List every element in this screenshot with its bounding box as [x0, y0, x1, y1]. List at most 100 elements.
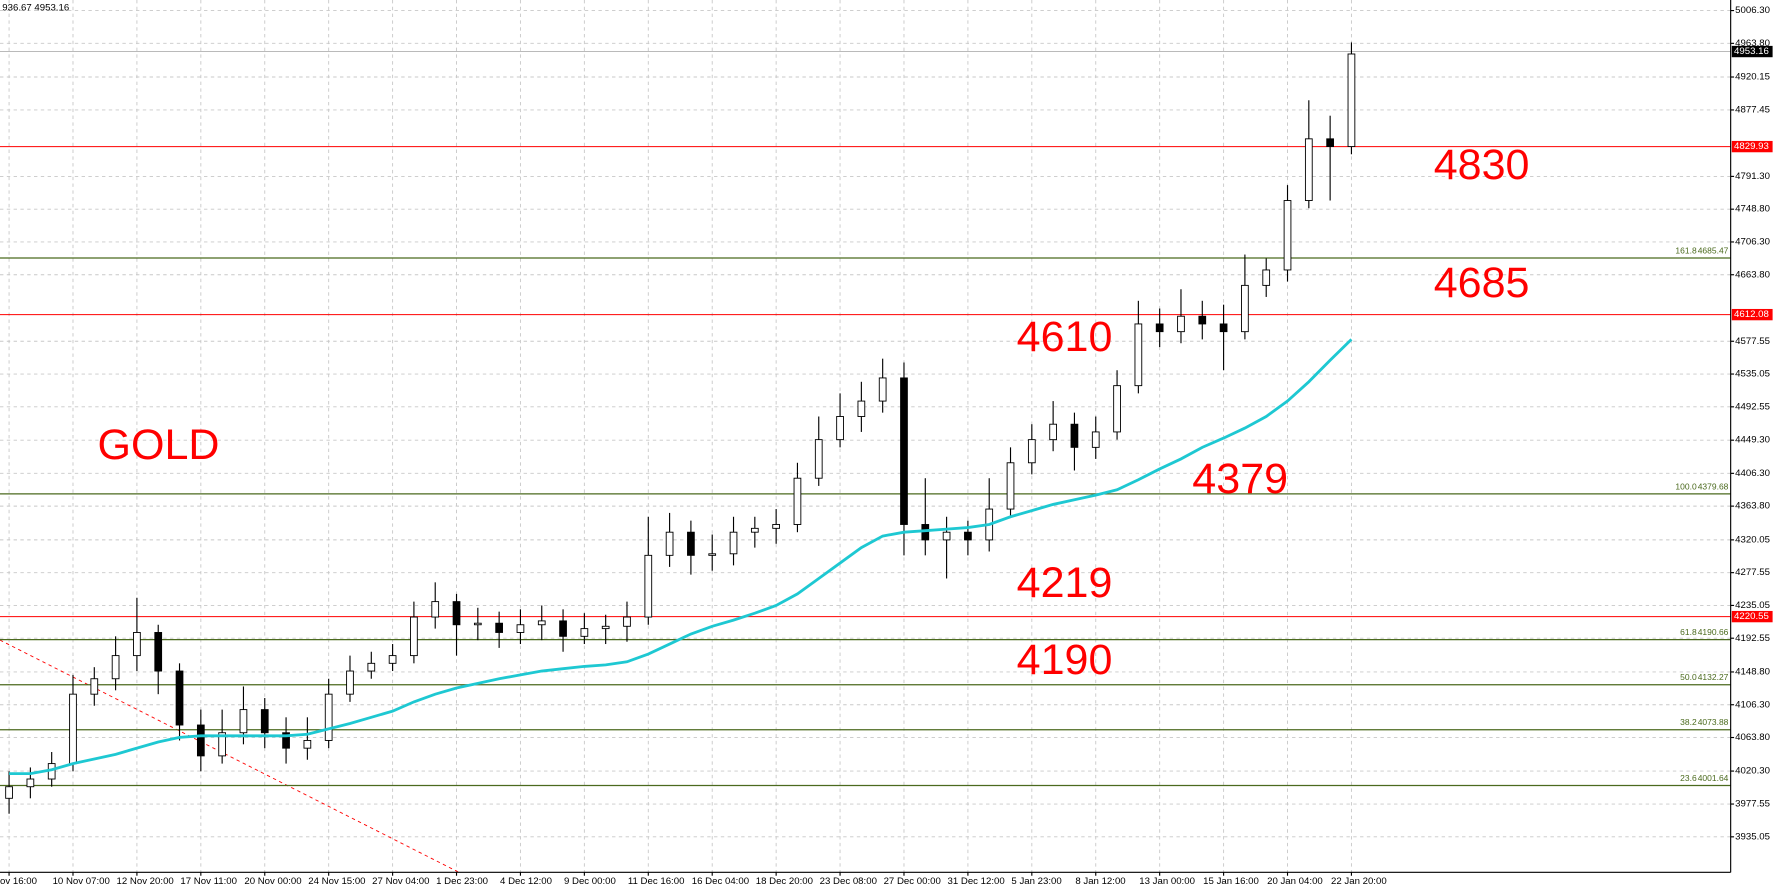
y-tick-label: 4663.80	[1735, 269, 1770, 280]
red-level-tag	[1731, 308, 1773, 321]
y-tick-label: 4877.45	[1735, 104, 1770, 115]
fib-level-ratio: 100.0	[1675, 481, 1697, 491]
x-tick-label: 15 Jan 16:00	[1203, 876, 1259, 887]
y-tick-label: 4748.80	[1735, 204, 1770, 215]
candle-body	[1070, 423, 1079, 448]
moving-average	[9, 338, 1353, 776]
candle-body	[1177, 315, 1185, 333]
overlay: 4829.93 4612.08 4220.55 4953.16 GOLD 4830 4685…	[97, 45, 1773, 684]
x-tick-label: 13 Jan 00:00	[1139, 876, 1195, 887]
candle-body	[900, 377, 908, 525]
annotation: 4685	[1434, 259, 1530, 307]
y-tick-label: 3977.55	[1735, 799, 1770, 810]
candle-body	[623, 616, 631, 627]
fib-level-value: 4132.27	[1698, 672, 1729, 682]
candle-body	[644, 554, 653, 618]
candle-body	[1304, 138, 1313, 201]
fib-level-value: 4190.66	[1698, 627, 1729, 637]
x-tick-label: 23 Dec 08:00	[820, 876, 877, 887]
fib-level-value: 4001.64	[1698, 773, 1729, 783]
y-tick-label: 4449.30	[1735, 435, 1770, 446]
candle-body	[111, 655, 120, 680]
candle-body	[282, 732, 290, 749]
candle-body	[516, 624, 525, 633]
candle-body	[559, 620, 567, 637]
y-tick-label: 5006.30	[1735, 5, 1770, 16]
candle-body	[793, 477, 802, 525]
candle-body	[772, 524, 780, 529]
y-tick-label: 4535.05	[1735, 369, 1770, 380]
candle-body	[260, 709, 269, 734]
y-tick-label: 4235.05	[1735, 600, 1770, 611]
candle-body	[1155, 323, 1164, 333]
x-tick-label: 1 Dec 23:00	[436, 876, 488, 887]
price-label: 4953.16	[1734, 46, 1769, 57]
candle-body	[1219, 323, 1228, 333]
candles	[5, 42, 1356, 814]
candle-body	[5, 786, 13, 799]
candle-body	[196, 724, 205, 757]
candle-body	[580, 628, 589, 637]
candle-body	[69, 693, 77, 765]
y-tick-label: 4106.30	[1735, 699, 1770, 710]
candle-body	[708, 553, 717, 556]
candle-body	[836, 416, 844, 441]
x-tick-label: 20 Jan 04:00	[1267, 876, 1323, 887]
candle-body	[1326, 138, 1334, 148]
x-tick-label: 16 Dec 04:00	[692, 876, 749, 887]
candle-body	[1198, 315, 1207, 325]
x-tick-label: 18 Dec 20:00	[756, 876, 813, 887]
candle-body	[1049, 423, 1057, 441]
red-level-tag	[1731, 140, 1773, 153]
y-tick-label: 4320.05	[1735, 534, 1770, 545]
candle-body	[452, 601, 461, 626]
candle-body	[1134, 323, 1143, 387]
y-tick-label: 4577.55	[1735, 336, 1770, 347]
candle-body	[878, 377, 887, 402]
annotation: 4830	[1434, 141, 1530, 189]
candle-body	[665, 531, 674, 556]
x-tick-label: 27 Nov 04:00	[372, 876, 429, 887]
annotation: 4379	[1192, 455, 1288, 503]
y-tick-label: 4020.30	[1735, 766, 1770, 777]
x-tick-label: 24 Nov 15:00	[308, 876, 365, 887]
y-tick-label: 4148.80	[1735, 667, 1770, 678]
y-tick-label: 4706.30	[1735, 237, 1770, 248]
trend-line	[0, 639, 460, 873]
candle-body	[750, 527, 759, 533]
red-level-label: 4612.08	[1734, 309, 1769, 320]
fib-level-value: 4379.68	[1698, 481, 1729, 491]
annotation: 4219	[1017, 559, 1113, 607]
y-tick-label: 4063.80	[1735, 732, 1770, 743]
y-tick-label: 4277.55	[1735, 567, 1770, 578]
fib-level-ratio: 161.8	[1675, 245, 1697, 255]
x-tick-label: ov 16:00	[0, 876, 37, 887]
fib-level-value: 4073.88	[1698, 717, 1729, 727]
x-tick-label: 11 Dec 16:00	[628, 876, 685, 887]
annotation: 4610	[1017, 313, 1113, 361]
candle-body	[346, 670, 354, 695]
annotation: 4190	[1017, 636, 1113, 684]
fib-level-ratio: 61.8	[1680, 627, 1697, 637]
candle-body	[133, 632, 141, 657]
candle-body	[1027, 439, 1036, 464]
x-tick-label: 22 Jan 20:00	[1331, 876, 1387, 887]
fib-level-ratio: 50.0	[1680, 672, 1697, 682]
candle-body	[687, 531, 695, 556]
candle-body	[601, 625, 610, 630]
candle-body	[431, 601, 440, 618]
candle-body	[1241, 284, 1249, 333]
candle-body	[1113, 385, 1121, 433]
candle-body	[473, 622, 482, 626]
x-tick-label: 27 Dec 00:00	[884, 876, 941, 887]
candle-body	[1347, 53, 1356, 148]
y-tick-label: 4791.30	[1735, 171, 1770, 182]
x-tick-label: 20 Nov 00:00	[244, 876, 301, 887]
candle-body	[964, 531, 972, 541]
candle-body	[1006, 462, 1015, 510]
candle-body	[942, 531, 951, 541]
red-level-label: 4220.55	[1734, 611, 1769, 622]
